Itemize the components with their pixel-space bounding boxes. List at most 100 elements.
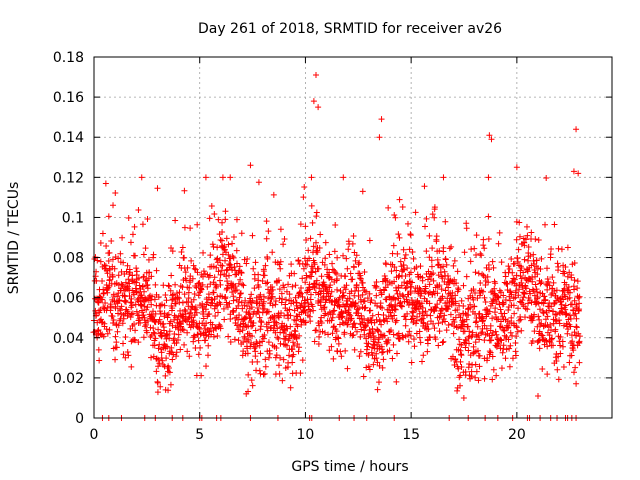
data-point (495, 240, 502, 247)
data-point (255, 179, 262, 186)
y-tick-label: 0.02 (53, 371, 84, 387)
data-point (553, 311, 560, 318)
data-point (436, 247, 443, 254)
data-point (410, 336, 417, 343)
data-point (193, 320, 200, 327)
data-point (167, 287, 174, 294)
data-point (166, 283, 173, 290)
data-point (157, 383, 164, 390)
data-point (199, 281, 206, 288)
data-point (430, 320, 437, 327)
data-point (467, 304, 474, 311)
data-point (383, 340, 390, 347)
data-point (481, 245, 488, 252)
data-point (500, 292, 507, 299)
data-point (472, 374, 479, 381)
data-point (356, 259, 363, 266)
data-point (559, 309, 566, 316)
data-point (554, 260, 561, 267)
data-point (200, 268, 207, 275)
data-point (512, 339, 519, 346)
data-point (442, 218, 449, 225)
data-point (224, 304, 231, 311)
data-point (452, 300, 459, 307)
data-point (275, 277, 282, 284)
data-point (155, 356, 162, 363)
data-point (126, 269, 133, 276)
data-point (354, 328, 361, 335)
data-point (544, 276, 551, 283)
data-point (455, 324, 462, 331)
data-point (350, 321, 357, 328)
data-point (489, 376, 496, 383)
data-point (166, 369, 173, 376)
data-point (376, 362, 383, 369)
data-point (95, 346, 102, 353)
data-point (472, 361, 479, 368)
data-point (419, 304, 426, 311)
data-point (327, 282, 334, 289)
data-point (313, 247, 320, 254)
data-point (314, 249, 321, 256)
data-point (145, 256, 152, 263)
data-point (472, 269, 479, 276)
data-point (472, 339, 479, 346)
data-point (165, 311, 172, 318)
data-point (164, 331, 171, 338)
data-point (257, 318, 264, 325)
chart-title: Day 261 of 2018, SRMTID for receiver av2… (198, 21, 502, 37)
data-point (404, 265, 411, 272)
data-point (524, 268, 531, 275)
data-point (481, 337, 488, 344)
data-point (552, 311, 559, 318)
data-point (544, 343, 551, 350)
data-point (140, 334, 147, 341)
data-point (128, 311, 135, 318)
data-point (472, 319, 479, 326)
data-point (505, 336, 512, 343)
data-point (318, 273, 325, 280)
data-point (378, 289, 385, 296)
data-point (165, 282, 172, 289)
data-point (391, 211, 398, 218)
data-point (135, 207, 142, 214)
data-point (575, 339, 582, 346)
data-point (516, 219, 523, 226)
data-point (190, 296, 197, 303)
data-point (361, 305, 368, 312)
data-point (428, 257, 435, 264)
data-point (262, 356, 269, 363)
data-point (511, 260, 518, 267)
data-point (401, 255, 408, 262)
data-point (128, 363, 135, 370)
data-point (510, 302, 517, 309)
data-point (535, 337, 542, 344)
data-point (148, 354, 155, 361)
data-point (488, 136, 495, 143)
data-point (355, 287, 362, 294)
data-point (460, 282, 467, 289)
data-point (558, 308, 565, 315)
data-point (381, 332, 388, 339)
data-point (406, 328, 413, 335)
data-point (566, 359, 573, 366)
data-point (407, 269, 414, 276)
data-point (262, 262, 269, 269)
data-point (113, 339, 120, 346)
data-point (286, 306, 293, 313)
data-point (404, 220, 411, 227)
data-point (245, 336, 252, 343)
data-point (402, 322, 409, 329)
data-point (153, 267, 160, 274)
data-point (445, 321, 452, 328)
data-point (571, 277, 578, 284)
data-point (210, 243, 217, 250)
data-point (216, 277, 223, 284)
data-point (221, 246, 228, 253)
data-point (283, 342, 290, 349)
data-point (432, 336, 439, 343)
data-point (141, 288, 148, 295)
data-point (497, 336, 504, 343)
data-point (250, 265, 257, 272)
data-point (235, 280, 242, 287)
